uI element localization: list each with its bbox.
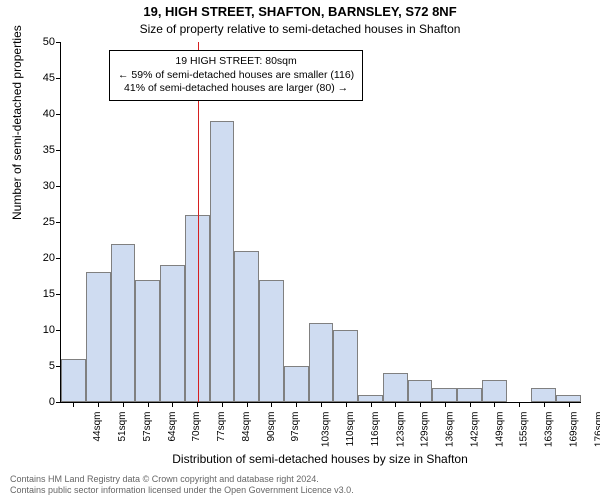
x-tick-label: 123sqm — [395, 412, 406, 448]
histogram-bar — [432, 388, 457, 402]
x-tick-mark — [494, 402, 495, 407]
x-tick-mark — [123, 402, 124, 407]
x-tick-label: 57sqm — [142, 412, 153, 442]
chart-title-main: 19, HIGH STREET, SHAFTON, BARNSLEY, S72 … — [0, 4, 600, 19]
histogram-bar — [86, 272, 111, 402]
x-tick-mark — [519, 402, 520, 407]
x-tick-mark — [222, 402, 223, 407]
x-tick-mark — [98, 402, 99, 407]
y-tick-mark — [56, 78, 61, 79]
footer-attribution: Contains HM Land Registry data © Crown c… — [10, 474, 354, 496]
x-tick-mark — [247, 402, 248, 407]
y-tick-mark — [56, 258, 61, 259]
histogram-bar — [259, 280, 284, 402]
histogram-bar — [135, 280, 160, 402]
histogram-bar — [333, 330, 358, 402]
x-tick-label: 149sqm — [494, 412, 505, 448]
x-tick-label: 70sqm — [191, 412, 202, 442]
x-tick-label: 176sqm — [593, 412, 600, 448]
x-tick-label: 129sqm — [420, 412, 431, 448]
histogram-bar — [111, 244, 136, 402]
x-tick-mark — [470, 402, 471, 407]
x-tick-label: 51sqm — [117, 412, 128, 442]
x-tick-label: 103sqm — [321, 412, 332, 448]
histogram-bar — [408, 380, 433, 402]
x-tick-label: 116sqm — [370, 412, 381, 447]
y-tick-mark — [56, 330, 61, 331]
x-tick-mark — [172, 402, 173, 407]
histogram-bar — [210, 121, 235, 402]
y-tick-mark — [56, 222, 61, 223]
x-axis-label: Distribution of semi-detached houses by … — [60, 452, 580, 466]
info-box-line-2: ← 59% of semi-detached houses are smalle… — [118, 69, 354, 83]
histogram-bar — [457, 388, 482, 402]
x-tick-label: 44sqm — [92, 412, 103, 442]
histogram-bar — [383, 373, 408, 402]
info-box-line-1: 19 HIGH STREET: 80sqm — [118, 55, 354, 69]
x-tick-label: 64sqm — [167, 412, 178, 442]
x-tick-mark — [73, 402, 74, 407]
x-tick-label: 142sqm — [469, 412, 480, 448]
x-tick-label: 155sqm — [519, 412, 530, 448]
x-tick-label: 90sqm — [266, 412, 277, 442]
x-tick-mark — [544, 402, 545, 407]
x-tick-mark — [371, 402, 372, 407]
x-tick-mark — [296, 402, 297, 407]
x-tick-mark — [148, 402, 149, 407]
y-tick-mark — [56, 42, 61, 43]
y-tick-mark — [56, 114, 61, 115]
histogram-bar — [358, 395, 383, 402]
x-tick-mark — [271, 402, 272, 407]
x-tick-label: 77sqm — [216, 412, 227, 442]
x-tick-label: 97sqm — [290, 412, 301, 442]
x-tick-mark — [420, 402, 421, 407]
x-tick-mark — [445, 402, 446, 407]
x-tick-label: 169sqm — [568, 412, 579, 448]
plot-area: 0510152025303540455044sqm51sqm57sqm64sqm… — [60, 42, 581, 403]
histogram-bar — [234, 251, 259, 402]
footer-line-1: Contains HM Land Registry data © Crown c… — [10, 474, 319, 484]
histogram-bar — [284, 366, 309, 402]
y-tick-mark — [56, 402, 61, 403]
y-tick-mark — [56, 294, 61, 295]
x-tick-label: 136sqm — [445, 412, 456, 448]
x-tick-label: 110sqm — [345, 412, 356, 447]
histogram-bar — [160, 265, 185, 402]
histogram-bar — [61, 359, 86, 402]
x-tick-label: 84sqm — [241, 412, 252, 442]
info-box-line-3: 41% of semi-detached houses are larger (… — [118, 82, 354, 96]
histogram-bar — [531, 388, 556, 402]
y-axis-label: Number of semi-detached properties — [10, 25, 24, 220]
x-tick-mark — [197, 402, 198, 407]
x-tick-mark — [321, 402, 322, 407]
info-box: 19 HIGH STREET: 80sqm← 59% of semi-detac… — [109, 50, 363, 101]
histogram-bar — [482, 380, 507, 402]
x-tick-mark — [569, 402, 570, 407]
histogram-bar — [309, 323, 334, 402]
x-tick-mark — [346, 402, 347, 407]
histogram-bar — [556, 395, 581, 402]
y-tick-mark — [56, 150, 61, 151]
footer-line-2: Contains public sector information licen… — [10, 485, 354, 495]
x-tick-mark — [395, 402, 396, 407]
y-tick-mark — [56, 186, 61, 187]
chart-title-sub: Size of property relative to semi-detach… — [0, 22, 600, 36]
x-tick-label: 163sqm — [544, 412, 555, 448]
